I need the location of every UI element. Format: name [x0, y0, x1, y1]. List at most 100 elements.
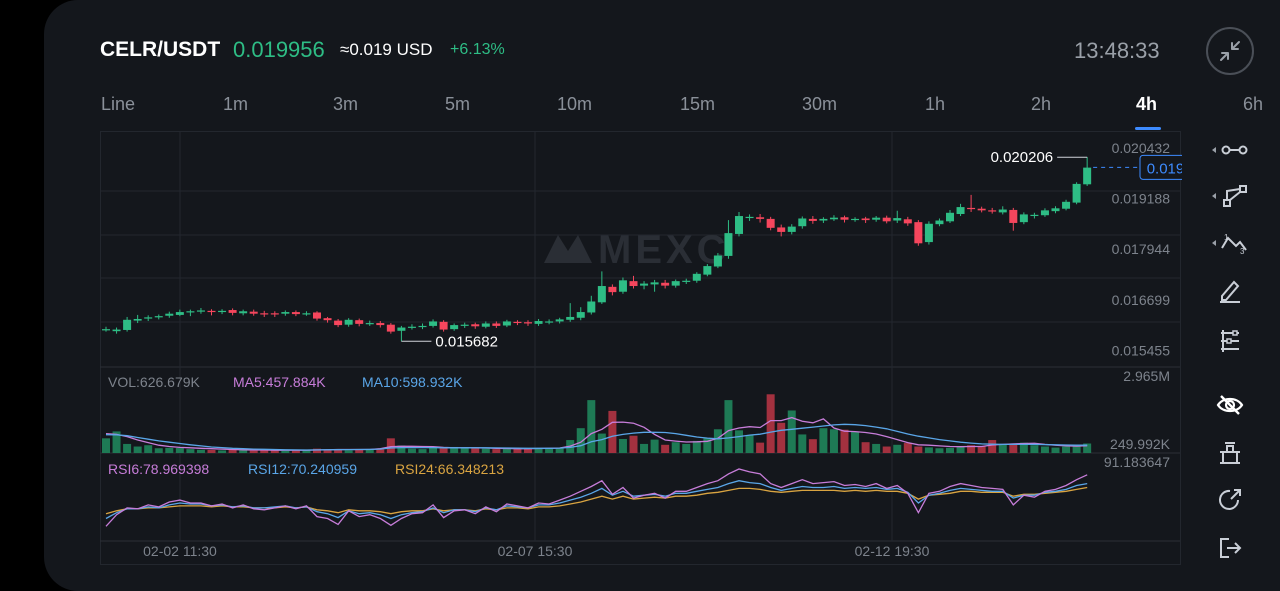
volume-bar	[1083, 443, 1092, 453]
volume-bar	[123, 443, 132, 453]
pencil-tool[interactable]	[1204, 271, 1256, 311]
candle	[903, 216, 912, 226]
price-tick-label: 0.019188	[1112, 191, 1171, 207]
price-tick-label: 0.020432	[1112, 140, 1171, 156]
volume-bar	[102, 438, 110, 453]
volume-label: VOL:626.679K	[108, 374, 201, 390]
candle-body	[228, 310, 237, 313]
tab-4h[interactable]: 4h	[1136, 94, 1158, 114]
candle	[365, 320, 374, 326]
candle	[576, 307, 585, 321]
candlestick-chart[interactable]: MEXC 0.020432 0.019188 0.017944 0.016699 0.0…	[100, 131, 1182, 567]
candle-body	[545, 321, 554, 323]
volume-axis-top: 2.965M	[1123, 368, 1170, 384]
tab-10m[interactable]: 10m	[557, 94, 593, 114]
candle-body	[460, 324, 469, 326]
candle-body	[808, 218, 817, 221]
volume-bar	[640, 443, 649, 453]
exit-icon	[1220, 538, 1242, 558]
volume-bar	[376, 449, 385, 453]
tab-2h[interactable]: 2h	[1031, 94, 1052, 114]
candle-body	[334, 320, 343, 326]
candle	[1019, 212, 1028, 225]
candle-body	[365, 323, 374, 325]
candle-body	[650, 282, 659, 285]
volume-bar	[186, 449, 195, 453]
volume-bar	[872, 443, 881, 453]
tab-1h[interactable]: 1h	[925, 94, 946, 114]
candle	[703, 264, 712, 277]
candle-body	[882, 217, 891, 222]
volume-bar	[112, 431, 121, 453]
candle-body	[218, 310, 227, 313]
candle	[429, 319, 438, 328]
candle	[397, 325, 406, 342]
symbol-title[interactable]: CELR/USDT	[100, 38, 221, 61]
exit-tool[interactable]	[1204, 528, 1256, 568]
fibonacci-tool[interactable]	[1204, 321, 1256, 361]
candle	[186, 309, 195, 317]
share-tool[interactable]	[1204, 480, 1256, 520]
candle-body	[840, 217, 849, 220]
candle-body	[154, 316, 163, 318]
candle	[323, 316, 332, 323]
tab-5m[interactable]: 5m	[445, 94, 471, 114]
price-tick-label: 0.015455	[1112, 343, 1171, 359]
candle	[956, 203, 965, 217]
active-tab-indicator	[1135, 127, 1161, 130]
tab-15m[interactable]: 15m	[680, 94, 716, 114]
candle-body	[302, 313, 311, 315]
price-tick-label: 0.017944	[1112, 241, 1171, 257]
volume-bar	[861, 442, 870, 453]
volume-bar	[355, 449, 364, 453]
tab-line[interactable]: Line	[101, 94, 136, 114]
candle-body	[186, 311, 195, 313]
candle	[196, 308, 205, 314]
indicator-tool[interactable]	[1204, 433, 1256, 473]
candle	[882, 215, 891, 224]
candle	[988, 207, 997, 214]
volume-bar	[692, 440, 701, 453]
chart-grid	[100, 131, 1181, 565]
volume-bar	[819, 428, 828, 453]
candle	[460, 322, 469, 328]
tab-3m[interactable]: 3m	[333, 94, 359, 114]
tab-1m[interactable]: 1m	[223, 94, 249, 114]
horizontal-line-tool[interactable]	[1204, 130, 1256, 170]
candle	[386, 323, 395, 334]
candle-body	[313, 312, 321, 319]
eye-off-icon	[1216, 395, 1244, 415]
candle	[450, 323, 459, 331]
volume-bar	[597, 433, 606, 453]
candle-body	[1019, 214, 1028, 223]
candle	[144, 315, 153, 322]
horizontal-line-icon	[1212, 145, 1248, 155]
hide-drawings-tool[interactable]	[1204, 385, 1256, 425]
interval-tabs: Line 1m 3m 5m 10m 15m 30m 1h 2h 4h 6h	[44, 92, 1280, 132]
price-tick-label: 0.016699	[1112, 292, 1171, 308]
candle	[513, 320, 522, 326]
collapse-button[interactable]	[1206, 27, 1254, 75]
candle-body	[175, 312, 184, 315]
candle-body	[165, 313, 174, 316]
volume-bar	[281, 450, 290, 453]
candle-body	[439, 321, 448, 330]
watermark: MEXC	[598, 228, 730, 272]
svg-text:1: 1	[1224, 233, 1229, 242]
volume-bar	[903, 443, 912, 453]
candle	[1083, 157, 1092, 186]
trend-line-tool[interactable]	[1204, 176, 1256, 216]
candle-body	[196, 310, 205, 312]
volume-bar	[439, 448, 448, 453]
candle-body	[133, 318, 142, 321]
volume-bar	[344, 450, 353, 453]
tab-30m[interactable]: 30m	[802, 94, 838, 114]
rsi6-label: RSI6:78.969398	[108, 461, 209, 477]
candle	[977, 206, 986, 213]
candle	[946, 209, 954, 223]
candle	[861, 216, 870, 223]
tab-6h[interactable]: 6h	[1243, 94, 1264, 114]
candle-body	[281, 312, 290, 314]
candle	[123, 316, 132, 332]
